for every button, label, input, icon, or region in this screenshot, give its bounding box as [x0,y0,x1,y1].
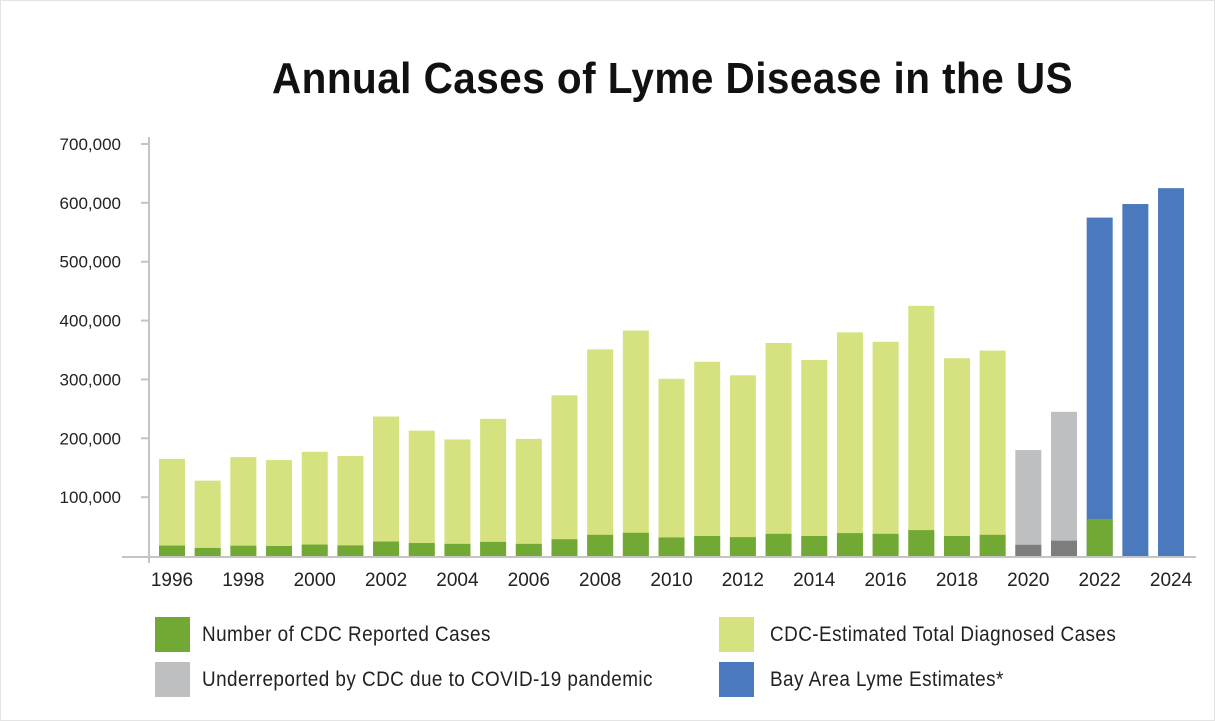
bar-covid-reported-2021 [1051,540,1077,556]
bar-bay-area-estimate-2022 [1086,217,1113,557]
x-tick-label: 2024 [1150,570,1193,591]
bar-underreported-2021 [1051,411,1077,556]
bar-estimated-total-2000 [301,451,328,556]
bar-reported-2006 [515,543,542,556]
bar-estimated-total-2007 [551,395,578,556]
bar-covid-reported-2020 [1015,544,1042,556]
bar-reported-2011 [694,535,721,556]
bar-estimated-total-2009 [622,330,649,556]
y-tick-label: 100,000 [60,488,121,507]
bar-estimated-total-2016 [872,341,899,556]
bar-reported-2014 [801,535,828,556]
bar-estimated-total-2011 [694,361,721,556]
bar-estimated-total-2010 [658,378,685,556]
bar-underreported-2020 [1015,450,1042,556]
bar-estimated-total-1999 [266,460,293,556]
legend-label: Underreported by CDC due to COVID-19 pan… [202,667,653,691]
x-tick-label: 2006 [508,570,550,591]
bar-reported-2013 [765,533,792,556]
bar-reported-2018 [943,535,970,556]
bar-reported-2022 [1086,518,1113,556]
bar-estimated-total-2004 [444,439,471,556]
bar-reported-2012 [729,537,756,556]
bar-reported-1997 [194,547,221,556]
y-tick-label: 200,000 [60,429,121,448]
bar-reported-2007 [551,539,578,556]
y-tick-label: 700,000 [60,135,121,154]
chart-title: Annual Cases of Lyme Disease in the US [271,54,1074,103]
bar-reported-2000 [301,544,328,556]
bar-estimated-total-2005 [480,418,507,556]
x-tick-label: 2004 [436,570,479,591]
bar-estimated-total-2013 [765,342,792,556]
x-tick-label: 2014 [793,570,836,591]
bar-reported-1996 [159,545,185,556]
legend-item-bay-area: Bay Area Lyme Estimates* [719,662,1030,697]
bar-estimated-total-2002 [373,416,400,556]
legend-label: Bay Area Lyme Estimates* [770,667,1004,691]
y-tick-label: 600,000 [60,194,121,213]
x-tick-label: 2008 [579,570,621,591]
bar-reported-2008 [587,534,614,556]
x-tick-label: 2012 [722,570,764,591]
bar-estimated-total-1996 [159,458,185,556]
bar-estimated-total-2019 [979,350,1006,556]
legend-swatch [719,617,754,652]
bar-reported-1998 [230,545,257,556]
bar-reported-2015 [836,533,863,556]
bar-estimated-total-2017 [908,305,935,556]
x-tick-label: 2010 [650,570,692,591]
x-tick-label: 2002 [365,570,407,591]
bar-estimated-total-2006 [515,438,542,556]
legend-item-reported: Number of CDC Reported Cases [155,617,523,652]
bar-bay-area-estimate-2024 [1158,188,1185,556]
bar-estimated-total-2012 [729,375,756,556]
bar-reported-2009 [622,532,649,556]
legend-swatch [155,662,190,697]
y-tick-label: 500,000 [60,253,121,272]
y-tick-label: 300,000 [60,370,121,389]
y-tick-label: 400,000 [60,312,121,331]
x-tick-label: 2018 [936,570,978,591]
x-tick-label: 2022 [1079,570,1121,591]
bar-estimated-total-1998 [230,457,257,556]
x-tick-label: 1998 [222,570,264,591]
legend-item-underreported: Underreported by CDC due to COVID-19 pan… [155,662,703,697]
x-tick-label: 2020 [1007,570,1049,591]
bar-bay-area-estimate-2023 [1122,204,1149,556]
bar-reported-2001 [337,545,364,556]
legend-swatch [155,617,190,652]
bar-estimated-total-1997 [194,480,221,556]
bar-estimated-total-2003 [408,430,435,556]
bar-estimated-total-2018 [943,358,970,556]
bar-reported-2017 [908,530,935,556]
bar-estimated-total-2014 [801,360,828,556]
bar-estimated-total-2001 [337,455,364,556]
legend-item-estimated: CDC-Estimated Total Diagnosed Cases [719,617,1155,652]
legend-label: CDC-Estimated Total Diagnosed Cases [770,622,1117,646]
bar-reported-2016 [872,533,899,556]
bar-reported-2005 [480,541,507,556]
bar-reported-2010 [658,537,685,556]
legend-swatch [719,662,754,697]
bar-reported-1999 [266,545,293,556]
bar-estimated-total-2015 [836,332,863,556]
x-tick-label: 2000 [294,570,336,591]
bar-estimated-total-2008 [587,349,614,556]
bar-reported-2002 [373,541,400,556]
legend-label: Number of CDC Reported Cases [202,622,491,646]
x-tick-label: 2016 [864,570,906,591]
x-tick-label: 1996 [151,570,193,591]
bar-reported-2003 [408,543,435,556]
bar-reported-2019 [979,534,1006,556]
bar-reported-2004 [444,543,471,556]
